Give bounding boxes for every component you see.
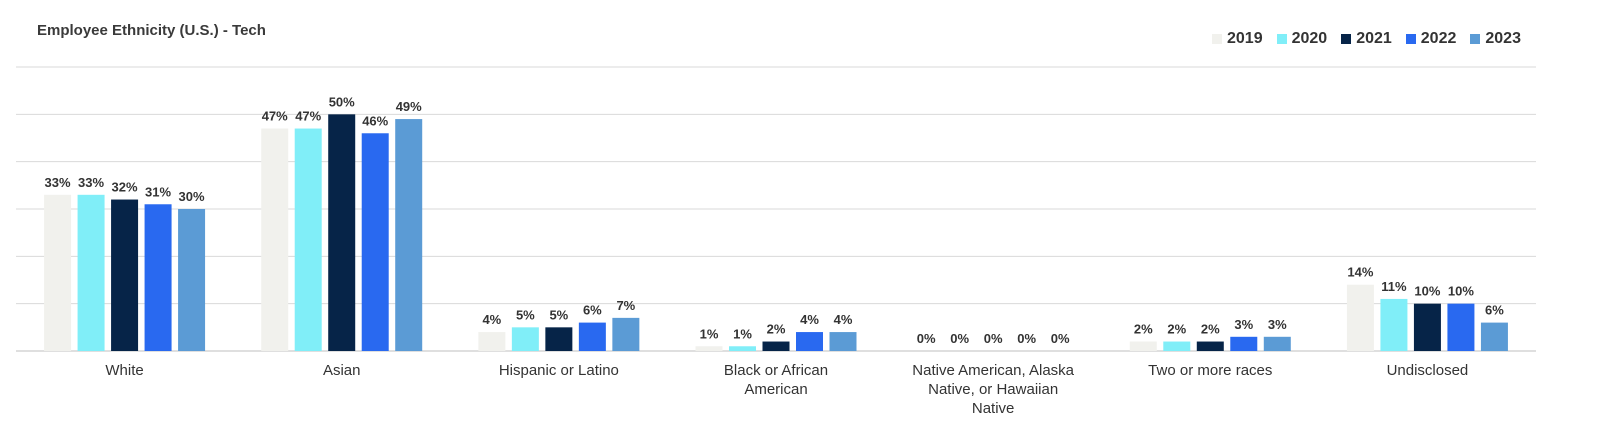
data-label: 6% [583, 303, 602, 318]
legend-label: 2019 [1227, 30, 1263, 47]
bar-2023-6 [1480, 322, 1508, 351]
data-label: 14% [1347, 265, 1373, 280]
category-label: Undisclosed [1387, 362, 1469, 379]
legend-swatch [1212, 34, 1222, 44]
bar-2020-2 [511, 327, 539, 351]
data-label: 33% [45, 175, 71, 190]
data-label: 7% [616, 298, 635, 313]
data-label: 0% [917, 331, 936, 346]
bar-2019-1 [261, 128, 289, 351]
data-label: 5% [516, 307, 535, 322]
bar-2021-3 [762, 341, 790, 351]
data-label: 3% [1234, 317, 1253, 332]
category-label: Asian [323, 362, 361, 379]
bar-2022-6 [1447, 303, 1475, 351]
data-label: 4% [800, 312, 819, 327]
data-label: 0% [1017, 331, 1036, 346]
data-label: 2% [1201, 322, 1220, 337]
data-label: 50% [329, 94, 355, 109]
category-label: White [105, 362, 143, 379]
data-label: 46% [362, 113, 388, 128]
bar-2020-5 [1163, 341, 1191, 351]
bar-2023-5 [1263, 336, 1291, 351]
data-label: 32% [112, 180, 138, 195]
bar-2019-2 [478, 332, 506, 351]
legend-label: 2021 [1356, 30, 1392, 47]
bar-2021-2 [545, 327, 573, 351]
legend-label: 2023 [1485, 30, 1521, 47]
data-label: 49% [396, 99, 422, 114]
category-label: Black or African American [724, 362, 828, 398]
bar-2022-1 [361, 133, 389, 351]
data-label: 4% [834, 312, 853, 327]
legend-label: 2022 [1420, 30, 1457, 47]
category-label: Two or more races [1148, 362, 1272, 379]
bar-2023-3 [829, 332, 857, 351]
legend: 2019 2020 2021 2022 2023 [1212, 30, 1521, 48]
data-label: 47% [295, 109, 321, 124]
legend-item-2022: 2022 [1405, 30, 1457, 48]
data-label: 30% [179, 189, 205, 204]
data-label: 3% [1268, 317, 1287, 332]
bar-2020-0 [77, 194, 105, 351]
bar-2021-1 [328, 114, 356, 351]
data-label: 33% [78, 175, 104, 190]
bar-2019-5 [1129, 341, 1157, 351]
chart-title: Employee Ethnicity (U.S.) - Tech [37, 22, 266, 39]
category-label: Hispanic or Latino [499, 362, 619, 379]
bar-2022-3 [796, 332, 823, 351]
data-label: 47% [262, 109, 288, 124]
category-label: Native American, Alaska Native, or Hawaii… [912, 362, 1074, 417]
legend-label: 2020 [1291, 30, 1328, 47]
bar-2019-0 [44, 194, 72, 351]
data-label: 4% [482, 312, 501, 327]
bar-2020-3 [729, 346, 756, 351]
legend-swatch [1276, 34, 1287, 44]
data-label: 0% [1051, 331, 1070, 346]
data-label: 0% [950, 331, 969, 346]
data-label: 31% [145, 184, 171, 199]
data-label: 10% [1414, 284, 1440, 299]
bar-2023-1 [395, 119, 423, 351]
legend-swatch [1341, 34, 1352, 44]
data-label: 6% [1485, 303, 1504, 318]
bar-2022-0 [144, 204, 172, 351]
bar-2022-2 [578, 322, 606, 351]
bar-2020-1 [294, 128, 322, 351]
bar-2023-0 [178, 209, 206, 351]
legend-item-2020: 2020 [1276, 30, 1328, 48]
legend-swatch [1405, 34, 1416, 44]
data-label: 0% [984, 331, 1003, 346]
bar-2019-6 [1346, 284, 1374, 351]
legend-item-2021: 2021 [1341, 30, 1392, 48]
bar-2019-3 [695, 346, 723, 351]
data-label: 2% [1134, 322, 1153, 337]
bar-2022-5 [1230, 336, 1258, 351]
data-label: 1% [733, 326, 752, 341]
bar-2021-0 [111, 199, 139, 351]
legend-swatch [1470, 34, 1481, 44]
bar-2021-6 [1413, 303, 1441, 351]
data-label: 2% [767, 322, 786, 337]
data-label: 1% [700, 326, 719, 341]
bar-2020-6 [1380, 298, 1408, 351]
data-label: 11% [1381, 279, 1407, 294]
bar-2021-5 [1196, 341, 1224, 351]
legend-item-2023: 2023 [1470, 30, 1521, 48]
data-label: 10% [1448, 284, 1474, 299]
data-label: 2% [1167, 322, 1186, 337]
data-label: 5% [549, 307, 568, 322]
bar-2023-2 [612, 317, 640, 351]
legend-item-2019: 2019 [1212, 30, 1263, 48]
